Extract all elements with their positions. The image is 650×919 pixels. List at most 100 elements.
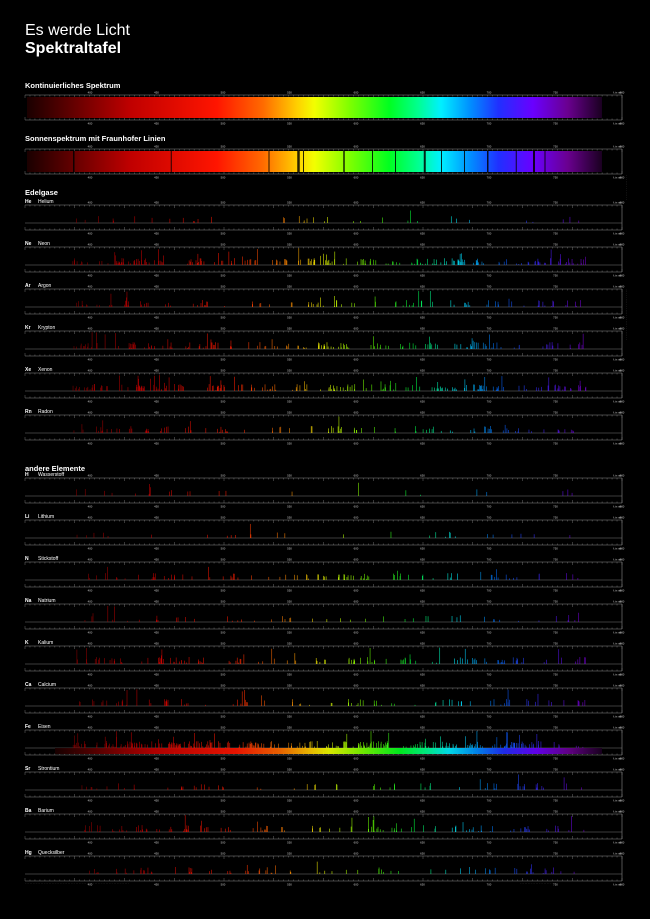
axis-tick-label: 400 — [88, 285, 93, 289]
axis-tick-label: 600 — [354, 201, 359, 205]
axis-tick-label: 550 — [287, 631, 292, 635]
axis-tick-label: 550 — [287, 547, 292, 551]
axis-tick-label: 800 — [620, 243, 625, 247]
axis-tick-label: 750 — [553, 274, 558, 278]
axis-tick-label: 650 — [420, 91, 425, 95]
axis-tick-label: 800 — [620, 589, 625, 593]
axis-tick-label: 500 — [221, 505, 226, 509]
section-solar-title: Sonnenspektrum mit Fraunhofer Linien — [25, 134, 166, 143]
axis-tick-label: 750 — [553, 558, 558, 562]
axis-tick-label: 600 — [354, 243, 359, 247]
axis-tick-label: 400 — [88, 274, 93, 278]
section-continuous-title: Kontinuierliches Spektrum — [25, 81, 121, 90]
axis-tick-label: 400 — [88, 327, 93, 331]
axis-tick-label: 700 — [487, 600, 492, 604]
axis-tick-label: 500 — [221, 474, 226, 478]
axis-tick-label: 800 — [620, 122, 625, 126]
axis-tick-label: 750 — [553, 505, 558, 509]
axis-tick-label: 400 — [88, 547, 93, 551]
axis-tick-label: 550 — [287, 232, 292, 236]
axis-tick-label: 400 — [88, 243, 93, 247]
element-symbol: Ne — [25, 241, 32, 247]
axis-tick-label: 650 — [420, 201, 425, 205]
axis-tick-label: 450 — [154, 558, 159, 562]
axis-tick-label: 450 — [154, 358, 159, 362]
axis-tick-label: 550 — [287, 316, 292, 320]
element-row-helium: He Helium 400 400 450 450 500 500 550 550 600 600 65… — [24, 199, 625, 236]
axis-tick-label: 450 — [154, 122, 159, 126]
axis-tick-label: 750 — [553, 411, 558, 415]
axis-tick-label: 400 — [88, 145, 93, 149]
fraunhofer-line — [73, 151, 75, 172]
axis-tick-label: 700 — [487, 411, 492, 415]
axis-tick-label: 500 — [221, 201, 226, 205]
axis-tick-label: 450 — [154, 243, 159, 247]
element-row-stickstoff: N Stickstoff 400 400 450 450 500 500 550 550 600 60… — [24, 556, 625, 593]
axis-tick-label: 500 — [221, 243, 226, 247]
axis-tick-label: 500 — [221, 589, 226, 593]
continuous-spectrum: 400 400 450 450 500 500 550 550 600 600 650 650 700 7… — [24, 91, 625, 126]
axis-tick-label: 750 — [553, 369, 558, 373]
axis-tick-label: 450 — [154, 316, 159, 320]
axis-tick-label: 700 — [487, 684, 492, 688]
axis-tick-label: 750 — [553, 201, 558, 205]
axis-tick-label: 600 — [354, 176, 359, 180]
element-row-lithium: Li Lithium 400 400 450 450 500 500 550 550 600 600 6… — [24, 514, 625, 551]
axis-tick-label: 500 — [221, 547, 226, 551]
axis-tick-label: 700 — [487, 285, 492, 289]
axis-tick-label: 700 — [487, 122, 492, 126]
axis-tick-label: 650 — [420, 274, 425, 278]
axis-tick-label: 650 — [420, 516, 425, 520]
axis-tick-label: 750 — [553, 145, 558, 149]
axis-tick-label: 700 — [487, 516, 492, 520]
axis-tick-label: 600 — [354, 589, 359, 593]
axis-tick-label: 800 — [620, 600, 625, 604]
axis-tick-label: 600 — [354, 122, 359, 126]
axis-tick-label: 750 — [553, 589, 558, 593]
axis-unit-label: λ in nm — [613, 358, 623, 362]
axis-unit-label: λ in nm — [613, 327, 623, 331]
axis-tick-label: 650 — [420, 684, 425, 688]
axis-tick-label: 700 — [487, 547, 492, 551]
axis-unit-label: λ in nm — [613, 91, 623, 95]
axis-tick-label: 650 — [420, 547, 425, 551]
axis-tick-label: 800 — [620, 547, 625, 551]
element-row-xenon: Xe Xenon 400 400 450 450 500 500 550 550 600 600 650… — [24, 367, 625, 404]
axis-tick-label: 600 — [354, 316, 359, 320]
axis-tick-label: 600 — [354, 631, 359, 635]
axis-tick-label: 800 — [620, 176, 625, 180]
element-name: Kalium — [38, 640, 53, 646]
element-name: Argon — [38, 283, 52, 289]
axis-tick-label: 500 — [221, 145, 226, 149]
axis-tick-label: 800 — [620, 442, 625, 446]
axis-tick-label: 800 — [620, 232, 625, 236]
axis-tick-label: 400 — [88, 642, 93, 646]
axis-tick-label: 550 — [287, 673, 292, 677]
axis-tick-label: 700 — [487, 673, 492, 677]
axis-tick-label: 450 — [154, 505, 159, 509]
axis-tick-label: 750 — [553, 442, 558, 446]
axis-tick-label: 600 — [354, 558, 359, 562]
axis-tick-label: 650 — [420, 176, 425, 180]
axis-tick-label: 600 — [354, 684, 359, 688]
axis-tick-label: 550 — [287, 715, 292, 719]
axis-tick-label: 700 — [487, 442, 492, 446]
axis-tick-label: 550 — [287, 411, 292, 415]
axis-tick-label: 600 — [354, 600, 359, 604]
axis-unit-label: λ in nm — [613, 400, 623, 404]
axis-tick-label: 600 — [354, 91, 359, 95]
axis-tick-label: 750 — [553, 642, 558, 646]
axis-tick-label: 550 — [287, 505, 292, 509]
axis-tick-label: 500 — [221, 642, 226, 646]
axis-tick-label: 750 — [553, 358, 558, 362]
axis-tick-label: 500 — [221, 600, 226, 604]
axis-tick-label: 800 — [620, 274, 625, 278]
element-symbol: H — [25, 472, 29, 478]
poster-subtitle: Spektraltafel — [25, 40, 122, 57]
section-other-elements-title: andere Elemente — [25, 464, 86, 473]
axis-tick-label: 650 — [420, 145, 425, 149]
axis-tick-label: 500 — [221, 715, 226, 719]
element-name: Wasserstoff — [38, 472, 65, 478]
axis-tick-label: 750 — [553, 232, 558, 236]
axis-tick-label: 650 — [420, 285, 425, 289]
